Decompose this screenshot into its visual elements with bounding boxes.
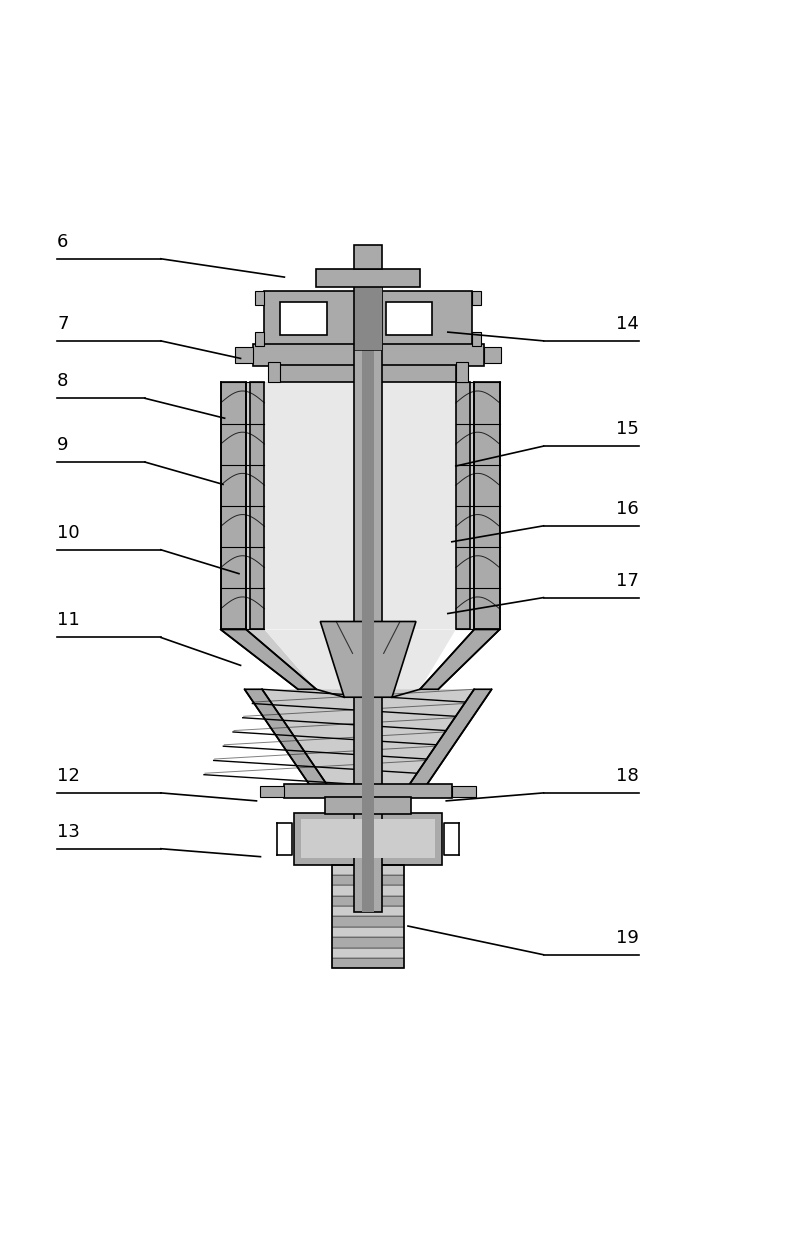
Bar [332,958,404,968]
Bar [246,383,266,629]
Bar [354,275,382,912]
Bar [265,291,472,347]
Bar [332,937,404,947]
Bar [332,896,404,906]
Bar [281,302,326,336]
Bar [472,291,482,305]
Bar [472,332,482,347]
Bar [255,291,265,305]
Text: 11: 11 [57,612,80,629]
Bar [316,270,420,287]
Polygon shape [246,629,316,690]
Bar [332,875,404,885]
Bar [456,363,468,383]
Bar [332,947,404,958]
Polygon shape [262,690,474,789]
Polygon shape [320,622,416,697]
Bar [470,383,474,629]
Bar [255,332,265,347]
Bar [452,786,476,797]
Bar [235,347,253,363]
Text: 10: 10 [57,523,80,542]
Bar [250,383,265,629]
Bar [301,819,435,858]
Bar [281,364,456,383]
Bar [332,865,404,968]
Bar [332,927,404,937]
Bar [474,383,500,629]
Text: 13: 13 [57,823,80,840]
Text: 7: 7 [57,314,69,333]
Bar [362,275,374,912]
Text: 15: 15 [616,420,639,438]
Text: 8: 8 [57,373,69,390]
Bar [354,271,382,351]
Polygon shape [265,629,456,690]
Bar [325,797,411,814]
Bar [332,885,404,896]
Bar [285,784,452,798]
Bar [332,916,404,927]
Polygon shape [245,690,330,789]
Bar [354,245,382,270]
Text: 12: 12 [57,767,80,784]
Text: 18: 18 [617,767,639,784]
Text: 14: 14 [616,314,639,333]
Bar [253,344,484,367]
Text: 6: 6 [57,232,69,251]
Bar [265,383,456,629]
Bar [332,906,404,916]
Bar [386,302,432,336]
Text: 16: 16 [617,500,639,518]
Bar [261,786,285,797]
Bar [332,865,404,875]
Text: 17: 17 [616,572,639,589]
Text: 19: 19 [616,929,639,947]
Text: 9: 9 [57,436,69,454]
Bar [456,383,470,629]
Polygon shape [420,629,500,690]
Bar [221,383,246,629]
Polygon shape [406,690,492,789]
Bar [294,813,442,865]
Bar [269,363,281,383]
Polygon shape [221,629,316,690]
Bar [484,347,502,363]
